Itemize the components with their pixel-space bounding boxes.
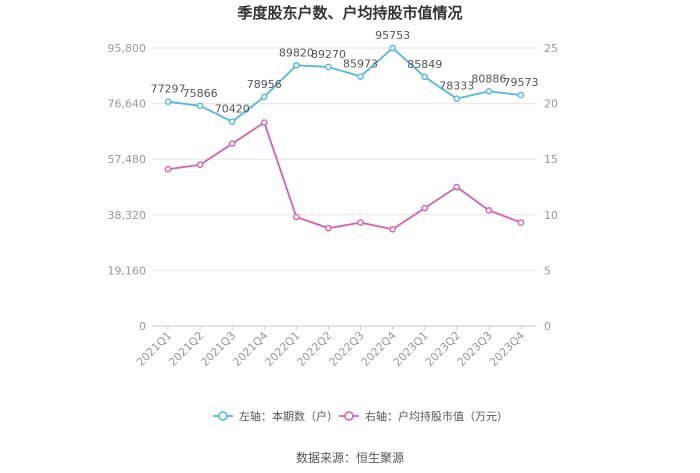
- series-2-point: [453, 183, 461, 191]
- legend-label: 右轴：户均持股市值（万元）: [365, 409, 508, 423]
- right-tick-label: 15: [544, 153, 558, 166]
- left-tick-label: 19,160: [108, 264, 147, 277]
- series-1-point: [228, 118, 236, 125]
- chart-title: 季度股东户数、户均持股市值情况: [237, 4, 462, 22]
- right-tick-label: 25: [544, 42, 558, 55]
- series-line-1: [167, 46, 522, 123]
- data-label: 70420: [215, 103, 250, 116]
- x-tick-label: 2023Q4: [487, 329, 527, 369]
- series-1-point: [389, 44, 396, 52]
- series-line-2: [167, 121, 522, 231]
- right-tick-label: 5: [544, 264, 551, 277]
- data-label: 78333: [439, 80, 474, 93]
- series-1-point: [485, 87, 493, 95]
- legend-label: 左轴：本期数（户）: [239, 409, 338, 423]
- left-axis: 0 19,160 38,320 57,480 76,640 95,800: [108, 42, 147, 333]
- series-2-point: [164, 165, 172, 173]
- right-tick-label: 0: [544, 320, 551, 333]
- series-2-point: [389, 225, 396, 233]
- left-tick-label: 76,640: [108, 98, 147, 111]
- series-1-point: [357, 73, 364, 80]
- series-1-point: [164, 98, 172, 105]
- data-label: 77297: [151, 83, 186, 96]
- legend-swatch-marker: [218, 411, 228, 421]
- data-label: 78956: [247, 78, 282, 91]
- data-label: 79573: [503, 76, 538, 89]
- series-1-point: [260, 93, 268, 101]
- series-2-point: [421, 204, 429, 212]
- left-tick-label: 38,320: [108, 209, 147, 222]
- series-2-point: [260, 119, 268, 126]
- legend[interactable]: 左轴：本期数（户） 右轴：户均持股市值（万元）: [213, 409, 508, 423]
- series-1-point: [421, 73, 429, 81]
- data-label: 80886: [471, 72, 506, 85]
- data-label: 85849: [407, 58, 442, 71]
- series-2-point: [196, 161, 204, 169]
- left-tick-label: 0: [139, 320, 146, 333]
- series-2-point: [228, 140, 236, 147]
- series-2-point: [293, 213, 300, 221]
- legend-swatch-marker: [344, 411, 354, 421]
- data-label: 85973: [343, 58, 378, 71]
- series-2-point: [325, 224, 332, 232]
- x-axis: 2021Q12021Q22021Q32021Q42022Q12022Q22022…: [134, 325, 537, 369]
- series-1-point: [325, 63, 332, 71]
- series-2-point: [485, 207, 493, 214]
- data-label: 89270: [311, 48, 346, 61]
- series-2-point: [357, 219, 364, 226]
- right-axis: 0 5 10 15 20 25: [544, 42, 558, 333]
- series-1-point: [453, 95, 461, 102]
- data-label: 89820: [279, 46, 314, 59]
- left-tick-label: 95,800: [108, 42, 147, 55]
- source-note: 数据来源：恒生聚源: [296, 450, 404, 465]
- right-tick-label: 10: [544, 209, 558, 222]
- series-1-point: [517, 91, 525, 99]
- series-1-point: [293, 62, 300, 69]
- series-2-point: [517, 219, 525, 226]
- data-label: 75866: [183, 87, 218, 100]
- left-tick-label: 57,480: [108, 153, 147, 166]
- data-label: 95753: [375, 29, 410, 42]
- right-tick-label: 20: [544, 98, 558, 111]
- series-1-point: [196, 102, 204, 110]
